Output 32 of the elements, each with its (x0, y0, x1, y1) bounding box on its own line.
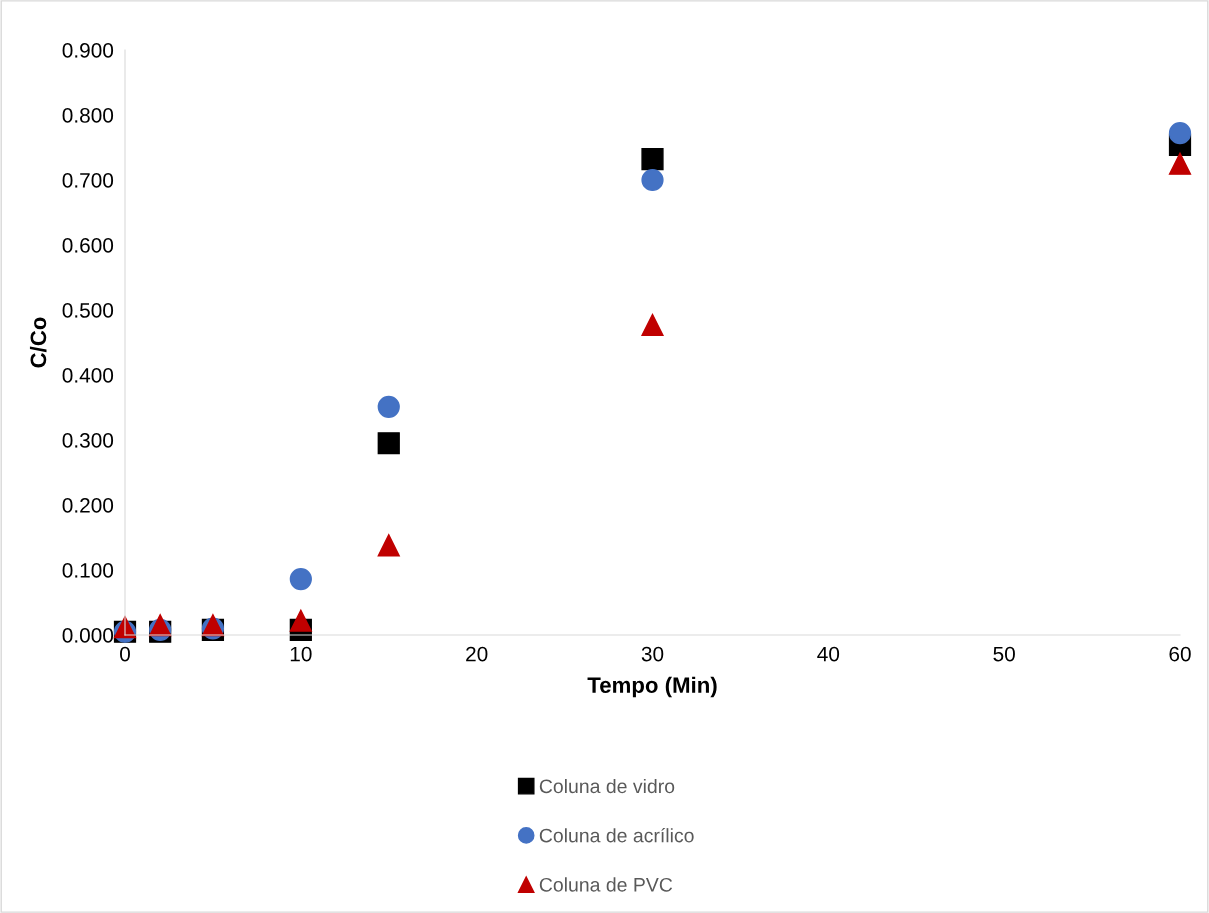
point (289, 567, 312, 591)
point (641, 168, 664, 192)
x-tick-label: 60 (1169, 646, 1191, 662)
y-tick-label: 0.900 (62, 43, 114, 58)
point (1168, 122, 1192, 145)
legend-label: Coluna de acrílico (539, 827, 694, 843)
x-tick-label: 20 (466, 646, 488, 662)
y-tick-label: 0.600 (62, 238, 114, 253)
y-axis-title: C/Co (29, 317, 47, 368)
x-axis-title: Tempo (Min) (587, 676, 717, 698)
point (641, 148, 664, 171)
x-tick-label: 0 (120, 646, 130, 662)
y-tick-label: 0.700 (62, 173, 114, 188)
y-tick-label: 0.000 (62, 628, 114, 643)
point (641, 313, 664, 337)
point (377, 534, 400, 557)
x-tick-label: 50 (993, 646, 1015, 662)
y-tick-label: 0.500 (62, 303, 114, 318)
y-tick-label: 0.200 (62, 498, 114, 513)
legend-label: Coluna de vidro (539, 778, 675, 794)
point (377, 432, 400, 455)
x-tick-label: 30 (641, 646, 664, 662)
x-tick-label: 40 (817, 646, 840, 662)
x-tick-label: 10 (290, 646, 312, 662)
y-tick-label: 0.400 (62, 368, 114, 383)
y-tick-label: 0.100 (62, 563, 114, 578)
point (1168, 152, 1192, 175)
point (377, 395, 400, 418)
y-tick-label: 0.800 (62, 108, 114, 123)
y-tick-label: 0.300 (62, 433, 114, 448)
point (289, 609, 312, 632)
legend-label: Coluna de PVC (539, 877, 673, 892)
